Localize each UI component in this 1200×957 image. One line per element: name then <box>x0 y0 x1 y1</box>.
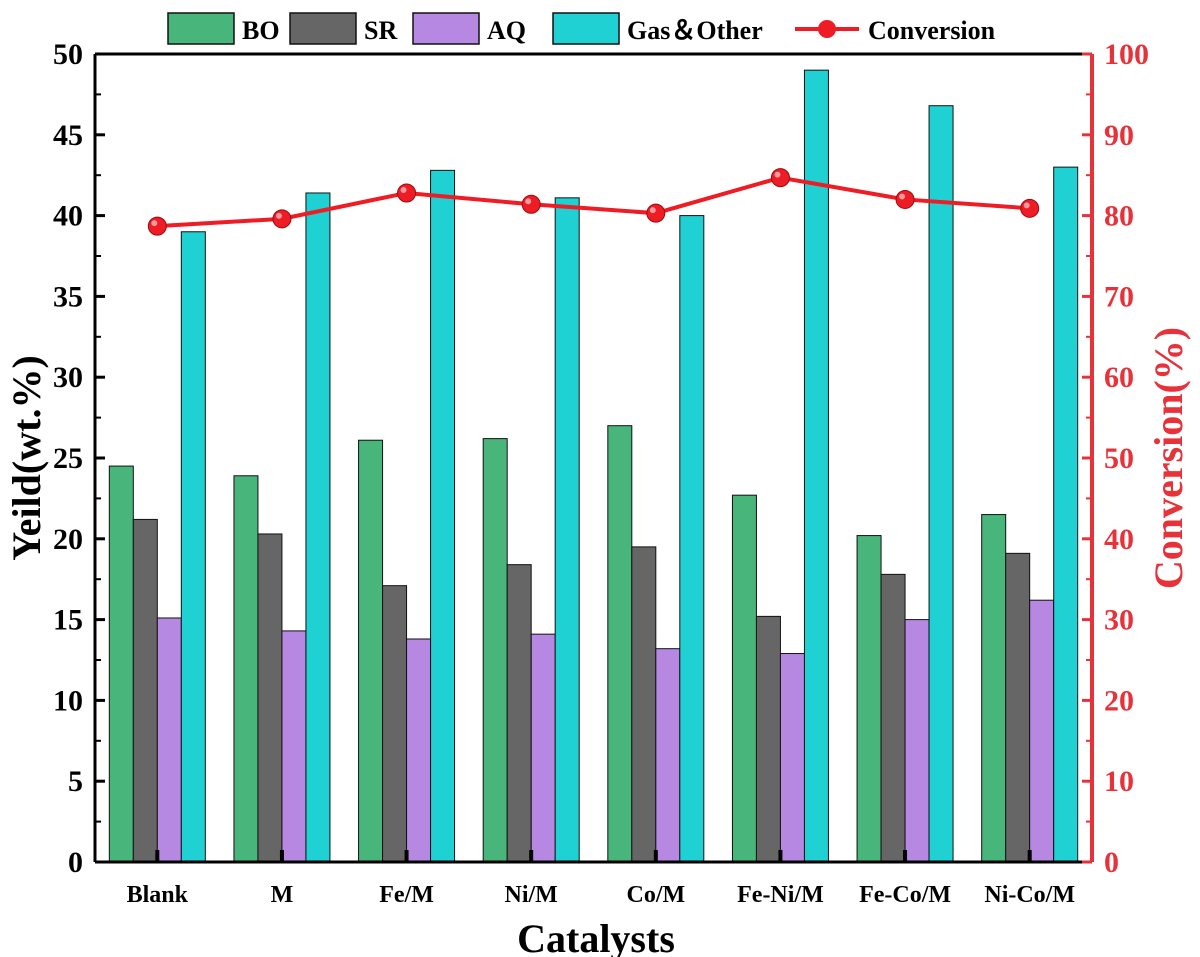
y-tick-label: 20 <box>53 523 83 556</box>
bar-sr-fe-ni-m <box>755 615 781 863</box>
legend-swatch-gas-other <box>552 12 620 45</box>
y-tick-label: 5 <box>68 765 83 798</box>
y2-axis-title: Conversion(%) <box>1146 327 1191 589</box>
y2-tick-label: 0 <box>1104 846 1119 879</box>
bar-sr-m <box>257 533 283 863</box>
y2-tick-label: 70 <box>1104 280 1134 313</box>
point-highlight-conversion-m <box>275 212 282 219</box>
bar-bo-fe-m <box>358 439 384 863</box>
point-highlight-conversion-fe-ni-m <box>774 171 781 178</box>
bar-gas-other-ni-co-m <box>1053 166 1079 863</box>
point-highlight-conversion-co-m <box>649 207 656 214</box>
bar-bo-blank <box>108 465 134 863</box>
y-tick-label: 15 <box>53 604 83 637</box>
bar-sr-ni-m <box>506 564 532 863</box>
bar-bo-ni-co-m <box>981 514 1007 863</box>
legend-swatch-aq <box>412 12 480 45</box>
point-conversion-ni-m <box>521 194 541 214</box>
conversion-line <box>147 168 1040 236</box>
y2-tick-label: 20 <box>1104 684 1134 717</box>
bar-gas-other-m <box>305 192 331 863</box>
y-tick-label: 0 <box>68 846 83 879</box>
x-tick-label-ni-co-m: Ni-Co/M <box>984 882 1075 908</box>
bar-aq-fe-ni-m <box>779 653 805 863</box>
bars <box>108 69 1079 863</box>
bar-aq-blank <box>156 617 182 863</box>
x-tick-label-fe-co-m: Fe-Co/M <box>859 882 951 908</box>
legend-label-sr: SR <box>364 16 397 45</box>
y-tick-label: 45 <box>53 119 83 152</box>
point-conversion-fe-co-m <box>895 189 915 209</box>
point-conversion-fe-ni-m <box>770 168 790 188</box>
point-highlight-conversion-ni-co-m <box>1023 202 1030 209</box>
bar-aq-ni-co-m <box>1029 599 1055 863</box>
y-tick-label: 10 <box>53 684 83 717</box>
x-axis-title: Catalysts <box>517 916 675 957</box>
legend-label-conversion: Conversion <box>868 16 996 45</box>
bar-gas-other-fe-m <box>430 169 456 863</box>
x-tick-label-ni-m: Ni/M <box>505 882 558 908</box>
y2-tick-label: 100 <box>1104 38 1149 71</box>
y-tick-label: 30 <box>53 361 83 394</box>
y2-tick-label: 60 <box>1104 361 1134 394</box>
bar-aq-fe-co-m <box>904 619 930 863</box>
x-tick-label-blank: Blank <box>127 882 189 908</box>
bar-sr-co-m <box>631 546 657 863</box>
legend-label-aq: AQ <box>487 16 526 45</box>
bar-sr-fe-m <box>382 585 408 863</box>
x-tick-label-fe-ni-m: Fe-Ni/M <box>737 882 824 908</box>
legend-marker-conversion <box>818 20 836 38</box>
y2-tick-label: 90 <box>1104 119 1134 152</box>
bar-bo-fe-ni-m <box>731 494 757 863</box>
y2-tick-label: 30 <box>1104 604 1134 637</box>
bar-sr-ni-co-m <box>1005 552 1031 863</box>
bar-gas-other-co-m <box>679 215 705 863</box>
point-conversion-ni-co-m <box>1020 198 1040 218</box>
bar-aq-co-m <box>655 648 681 863</box>
y2-tick-label: 50 <box>1104 442 1134 475</box>
y2-tick-label: 40 <box>1104 523 1134 556</box>
bar-gas-other-fe-ni-m <box>803 69 829 863</box>
bar-bo-ni-m <box>482 438 508 863</box>
y-axis-title: Yeild(wt.%) <box>4 355 49 561</box>
bar-bo-fe-co-m <box>856 535 882 863</box>
x-tick-label-m: M <box>271 882 294 908</box>
bar-aq-m <box>281 630 307 863</box>
bar-gas-other-ni-m <box>554 197 580 863</box>
bar-gas-other-fe-co-m <box>928 105 954 863</box>
y-tick-label: 40 <box>53 200 83 233</box>
ticks: 0 5 10 15 20 25 30 35 40 45 50 0 10 20 30 40 50 60 70 80 90 1… <box>53 38 1149 908</box>
bar-bo-co-m <box>607 425 633 863</box>
point-conversion-fe-m <box>397 183 417 203</box>
y-tick-label: 25 <box>53 442 83 475</box>
x-tick-label-fe-m: Fe/M <box>379 882 434 908</box>
legend-swatch-bo <box>167 12 235 45</box>
legend: BO SR AQ Gas＆Other Conversion <box>167 12 996 45</box>
point-highlight-conversion-fe-m <box>400 186 407 193</box>
point-conversion-m <box>272 209 292 229</box>
bar-bo-m <box>233 475 259 863</box>
bar-sr-blank <box>132 518 158 863</box>
legend-label-gas-other: Gas＆Other <box>627 16 763 45</box>
bar-aq-ni-m <box>530 633 556 863</box>
y2-tick-label: 80 <box>1104 200 1134 233</box>
line-conversion <box>157 175 1030 229</box>
point-highlight-conversion-fe-co-m <box>899 193 906 200</box>
point-highlight-conversion-ni-m <box>525 198 532 205</box>
point-conversion-co-m <box>646 203 666 223</box>
x-tick-label-co-m: Co/M <box>626 882 685 908</box>
y-tick-label: 50 <box>53 38 83 71</box>
legend-swatch-sr <box>289 12 357 45</box>
legend-label-bo: BO <box>242 16 280 45</box>
y-tick-label: 35 <box>53 280 83 313</box>
bar-aq-fe-m <box>406 638 432 863</box>
bar-sr-fe-co-m <box>880 573 906 863</box>
y2-tick-label: 10 <box>1104 765 1134 798</box>
bar-gas-other-blank <box>180 231 206 863</box>
point-highlight-conversion-blank <box>151 220 158 227</box>
point-conversion-blank <box>147 216 167 236</box>
